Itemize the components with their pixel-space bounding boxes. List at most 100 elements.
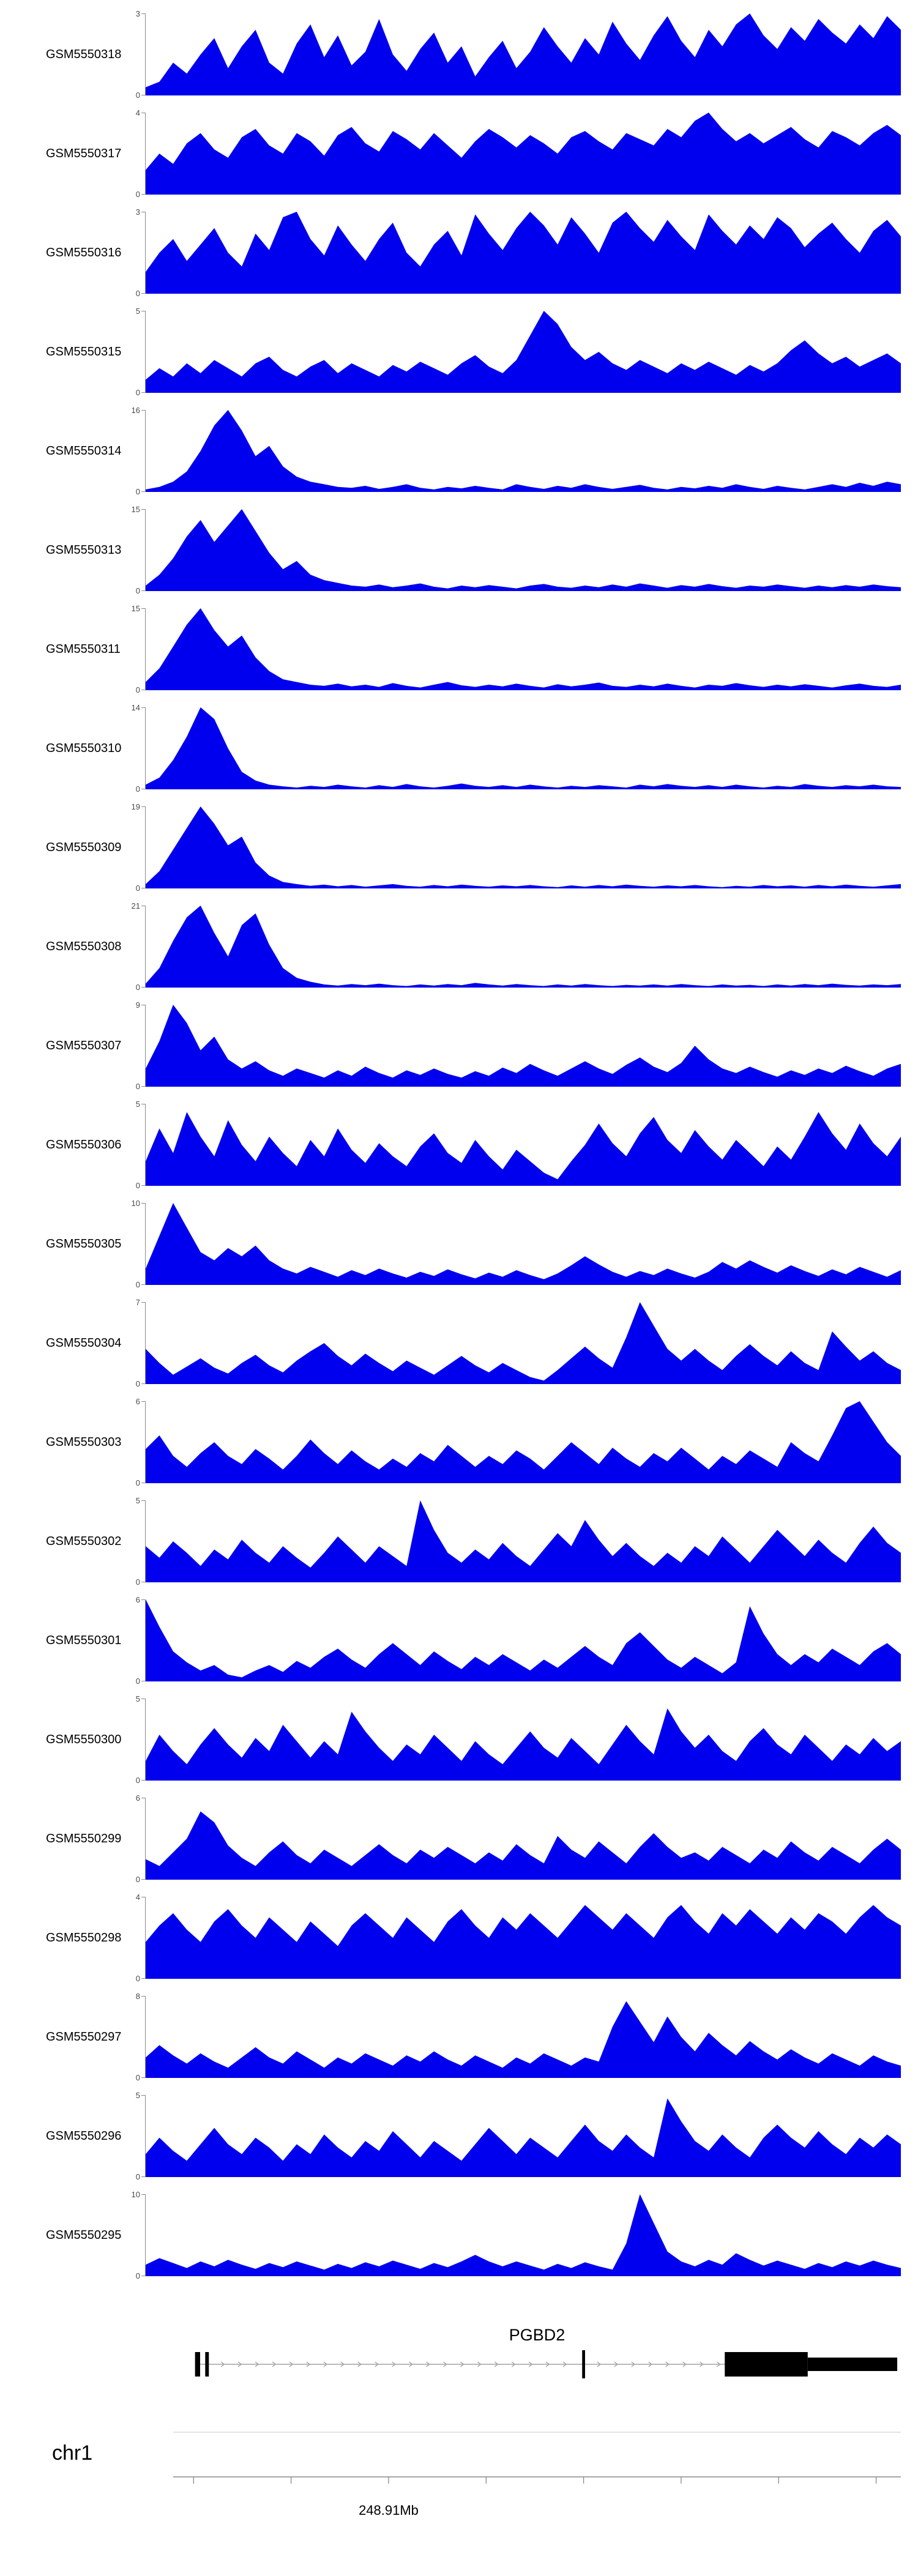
coverage-area-chart <box>146 2098 901 2177</box>
y-axis-bottom-tick <box>141 392 145 393</box>
y-axis-min-label: 0 <box>135 1082 140 1091</box>
y-axis-min-label: 0 <box>135 1577 140 1587</box>
coverage-area-chart <box>146 608 901 690</box>
y-axis-min-label: 0 <box>135 1776 140 1785</box>
y-axis-min-label: 0 <box>135 2172 140 2181</box>
y-axis-top-tick <box>141 509 145 510</box>
y-axis-bottom-tick <box>141 2176 145 2177</box>
y-axis-max-label: 5 <box>135 307 140 316</box>
track-row: GSM5550304 7 0 <box>0 1298 918 1388</box>
track-y-axis: 10 0 <box>116 2191 146 2280</box>
y-axis-max-label: 15 <box>131 604 140 613</box>
gene-label: PGBD2 <box>509 2326 565 2344</box>
y-axis-top-tick <box>141 806 145 807</box>
y-axis-min-label: 0 <box>135 586 140 595</box>
y-axis-bottom-tick <box>141 1780 145 1781</box>
track-y-axis: 16 0 <box>116 406 146 496</box>
track-plot <box>146 1005 901 1087</box>
y-axis-min-label: 0 <box>135 487 140 496</box>
y-axis-top-tick <box>141 1500 145 1501</box>
y-axis-min-label: 0 <box>135 190 140 199</box>
y-axis-bottom-tick <box>141 1284 145 1285</box>
y-axis-top-tick <box>141 1302 145 1303</box>
y-axis-max-label: 8 <box>135 1992 140 2001</box>
y-axis-top-tick <box>141 410 145 411</box>
track-plot <box>146 13 901 95</box>
track-label: GSM5550309 <box>46 840 122 854</box>
y-axis-max-label: 3 <box>135 9 140 18</box>
y-axis-min-label: 0 <box>135 784 140 794</box>
coverage-area-chart <box>146 906 901 988</box>
track-plot <box>146 707 901 789</box>
track-row: GSM5550313 15 0 <box>0 505 918 595</box>
track-plot <box>146 1897 901 1979</box>
track-y-axis: 15 0 <box>116 604 146 694</box>
y-axis-max-label: 5 <box>135 1694 140 1703</box>
y-axis-bottom-tick <box>141 1086 145 1087</box>
coverage-area-chart <box>146 2001 901 2078</box>
track-plot <box>146 1104 901 1186</box>
y-axis-bottom-tick <box>141 491 145 492</box>
track-row: GSM5550314 16 0 <box>0 406 918 496</box>
y-axis-top-tick <box>141 2194 145 2195</box>
track-label: GSM5550315 <box>46 344 122 359</box>
coverage-area-chart <box>146 1401 901 1483</box>
track-plot <box>146 806 901 888</box>
track-label: GSM5550306 <box>46 1137 122 1152</box>
y-axis-max-label: 6 <box>135 1793 140 1803</box>
chromosome-line <box>173 2432 901 2433</box>
y-axis-bottom-tick <box>141 590 145 591</box>
track-label: GSM5550307 <box>46 1038 122 1052</box>
track-plot <box>146 906 901 988</box>
coverage-area-chart <box>146 1500 901 1582</box>
track-row: GSM5550300 5 0 <box>0 1695 918 1785</box>
track-row: GSM5550303 6 0 <box>0 1397 918 1487</box>
track-row: GSM5550305 10 0 <box>0 1199 918 1289</box>
coverage-area-chart <box>146 1811 901 1880</box>
coverage-area-chart <box>146 2194 901 2276</box>
y-axis-top-tick <box>141 1996 145 1997</box>
track-y-axis: 21 0 <box>116 902 146 991</box>
gene-model-diagram <box>195 2350 898 2378</box>
coverage-area-chart <box>146 212 901 294</box>
y-axis-max-label: 6 <box>135 1397 140 1406</box>
coverage-area-chart <box>146 1905 901 1979</box>
track-row: GSM5550295 10 0 <box>0 2191 918 2280</box>
y-axis-min-label: 0 <box>135 2073 140 2082</box>
coverage-area-chart <box>146 13 901 95</box>
y-axis-top-tick <box>141 1599 145 1600</box>
y-axis-min-label: 0 <box>135 884 140 893</box>
y-axis-bottom-tick <box>141 1978 145 1979</box>
y-axis-max-label: 3 <box>135 207 140 217</box>
track-label: GSM5550296 <box>46 2129 122 2143</box>
track-plot <box>146 212 901 294</box>
y-axis-top-tick <box>141 2095 145 2096</box>
y-axis-bottom-tick <box>141 987 145 988</box>
track-row: GSM5550302 5 0 <box>0 1497 918 1586</box>
coverage-area-chart <box>146 806 901 888</box>
track-label: GSM5550304 <box>46 1336 122 1350</box>
track-label: GSM5550298 <box>46 1930 122 1945</box>
y-axis-top-tick <box>141 707 145 708</box>
coverage-area-chart <box>146 1203 901 1285</box>
track-label: GSM5550314 <box>46 444 122 458</box>
track-row: GSM5550307 9 0 <box>0 1001 918 1091</box>
y-axis-min-label: 0 <box>135 289 140 298</box>
track-y-axis: 15 0 <box>116 505 146 595</box>
coverage-area-chart <box>146 509 901 591</box>
track-plot <box>146 113 901 195</box>
track-label: GSM5550311 <box>46 642 121 656</box>
y-axis-bottom-tick <box>141 2077 145 2078</box>
track-plot <box>146 1302 901 1384</box>
track-row: GSM5550317 4 0 <box>0 109 918 199</box>
y-axis-max-label: 19 <box>131 802 140 811</box>
